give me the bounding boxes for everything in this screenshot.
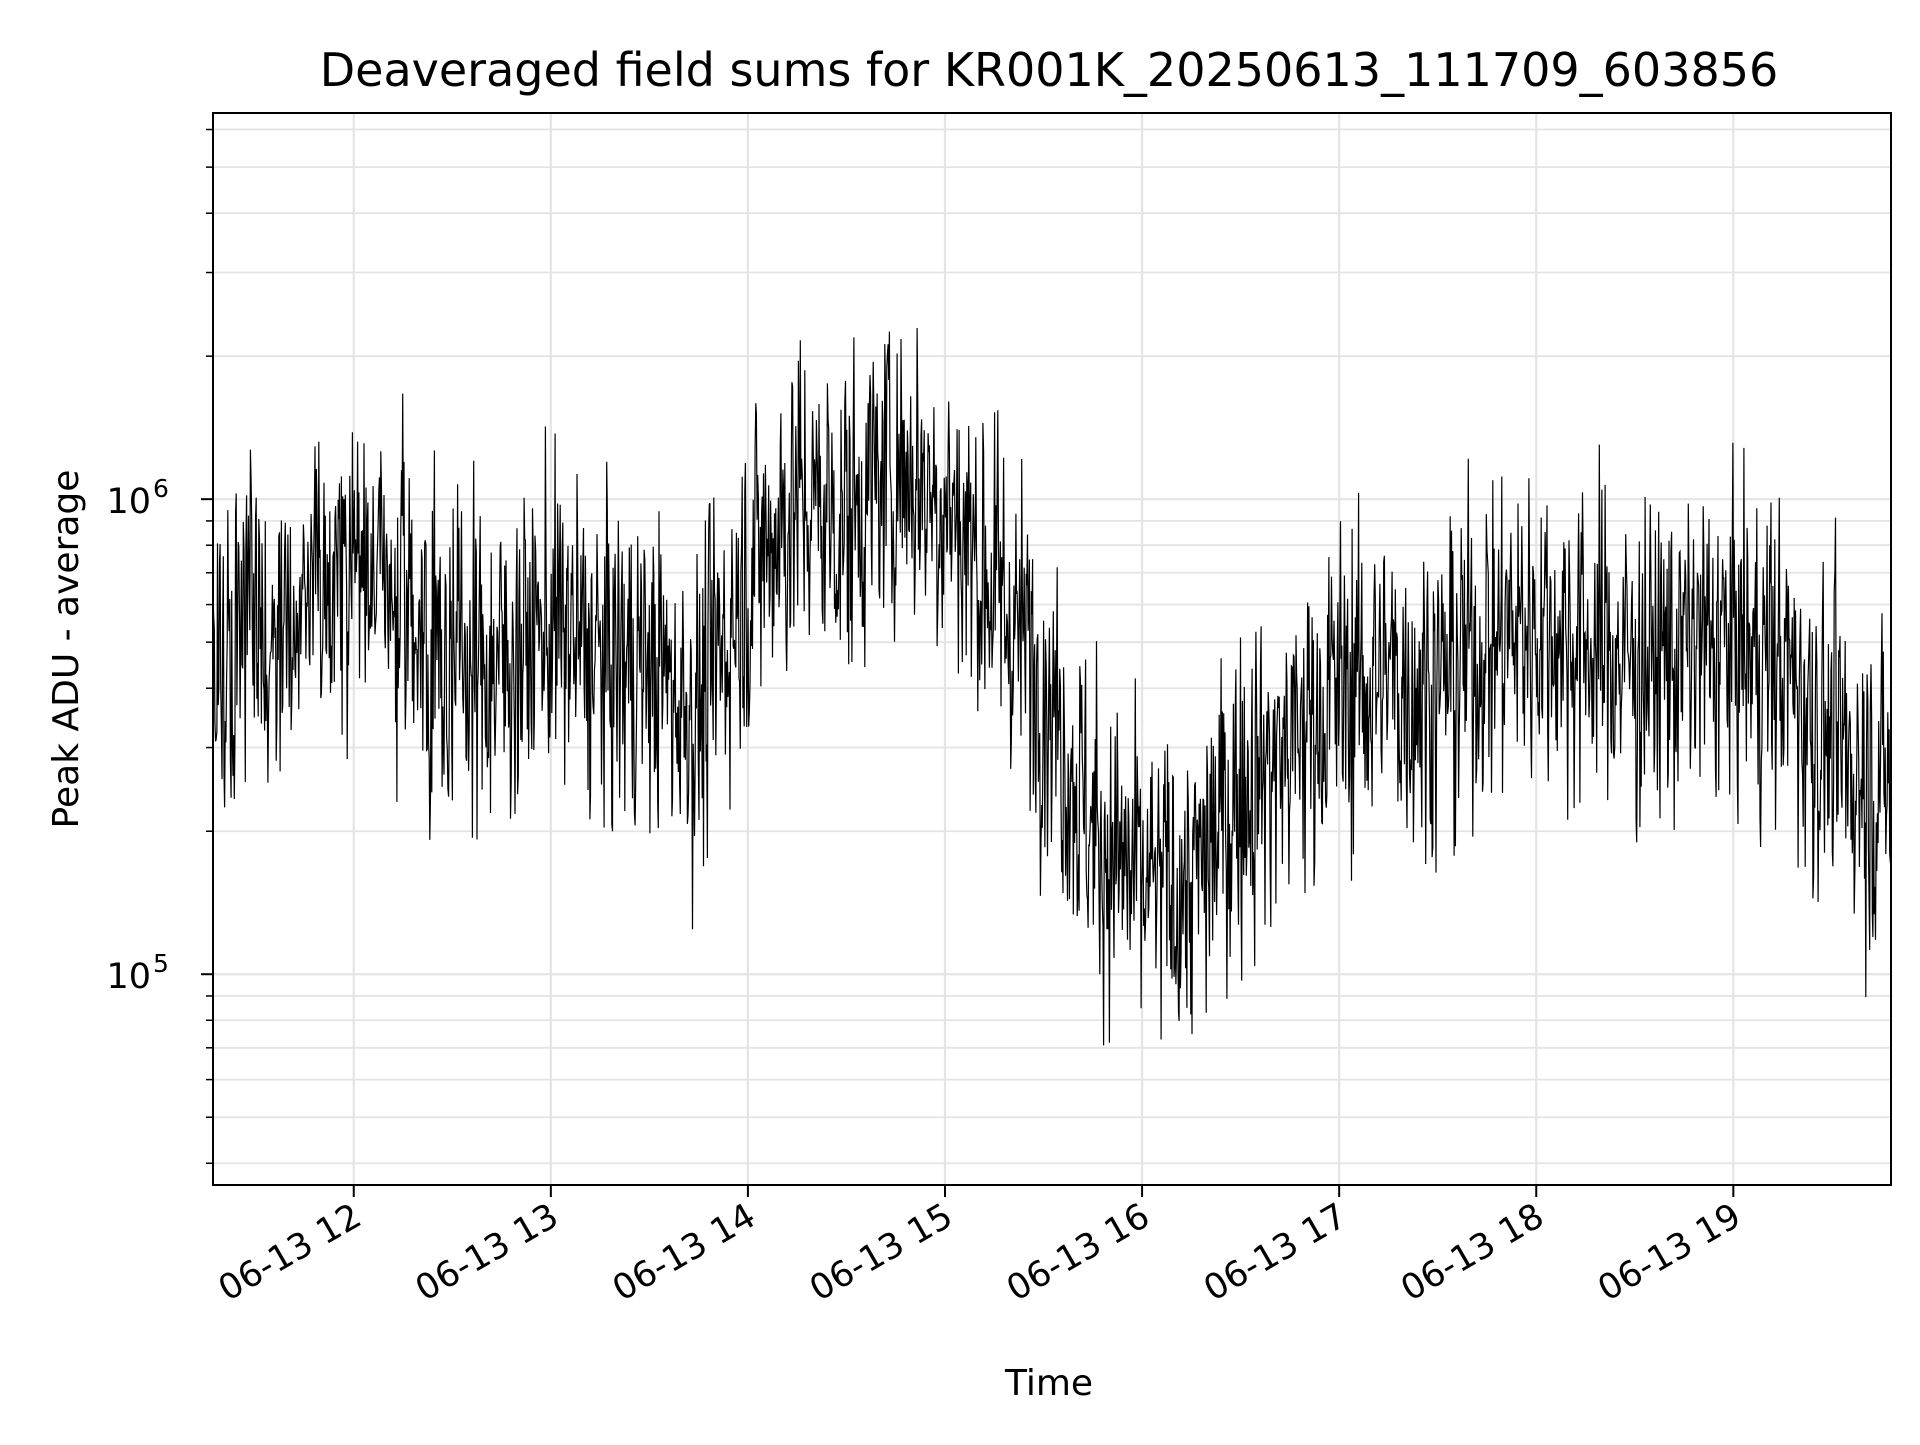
x-tick-label: 06-13 16 [1000,1196,1156,1309]
data-series [212,327,1892,1046]
y-tick-exponent: 6 [153,474,169,503]
x-tick-label: 06-13 12 [212,1196,368,1309]
x-tick-label: 06-13 19 [1592,1196,1748,1309]
plot-frame [212,112,1892,1186]
chart-title: Deaveraged field sums for KR001K_2025061… [320,43,1779,97]
x-tick-label: 06-13 17 [1197,1196,1353,1309]
series-line [212,327,1892,1046]
x-tick-label: 06-13 14 [606,1196,762,1309]
y-tick-exponent: 5 [153,949,169,978]
y-tick-label: 10 [106,957,151,997]
x-tick-label: 06-13 13 [409,1196,565,1309]
y-tick-label: 10 [106,482,151,522]
x-tick-label: 06-13 15 [803,1196,959,1309]
y-axis-label: Peak ADU - average [46,470,87,829]
x-tick-label: 06-13 18 [1394,1196,1550,1309]
grid-lines [213,113,1891,1185]
x-axis-label: Time [1004,1363,1093,1404]
